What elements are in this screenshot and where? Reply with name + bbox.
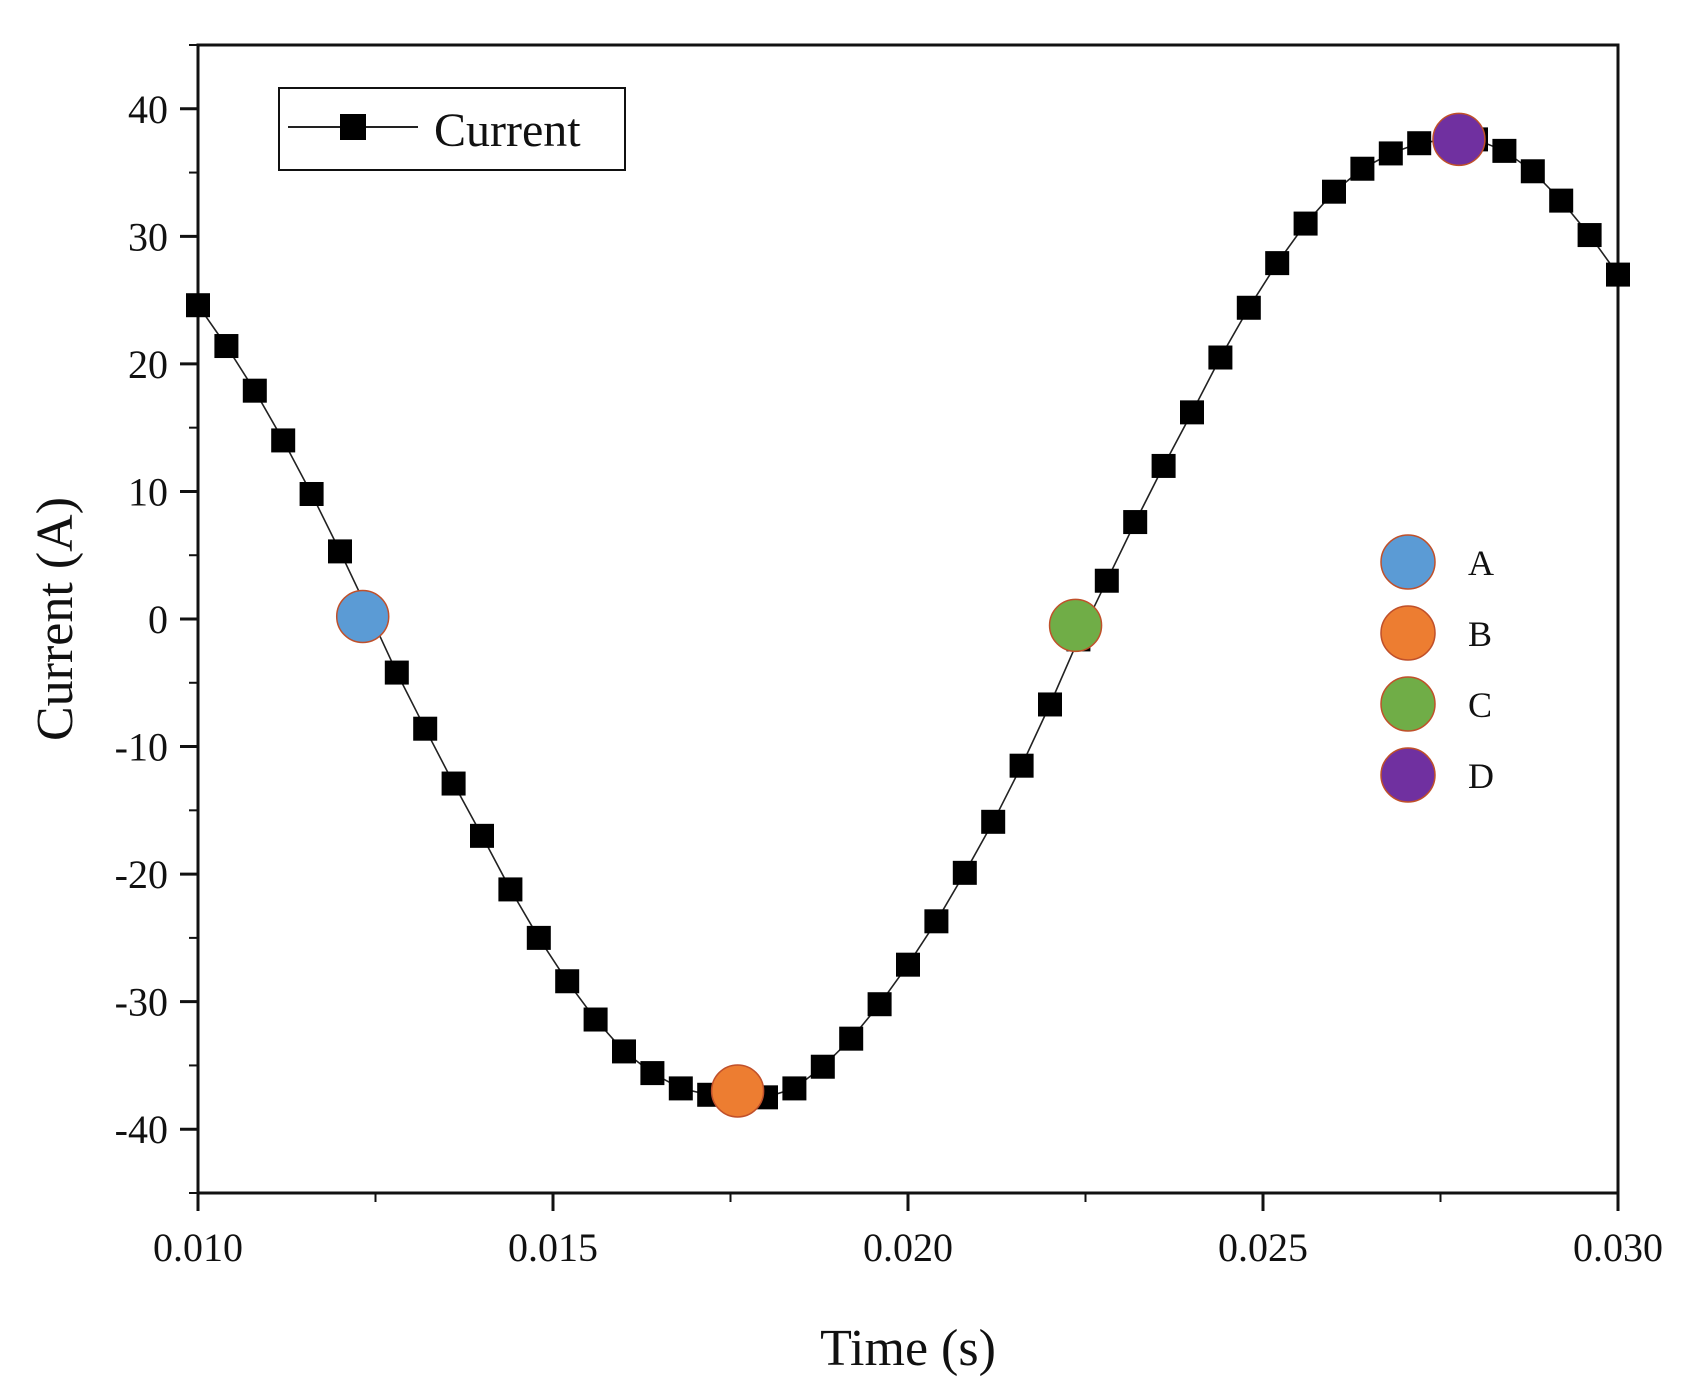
data-point [924,909,949,934]
marker-a [335,589,390,644]
data-point [1236,295,1261,320]
data-point [1350,156,1375,181]
y-tick-label: 40 [128,87,168,132]
data-point [498,877,523,902]
data-point [782,1076,807,1101]
y-tick-label: -10 [115,725,168,770]
data-point [214,334,239,359]
y-axis: 40 30 20 10 0 -10 -20 -30 -40 [115,44,198,1194]
marker-legend-dot-c [1380,676,1436,732]
data-point [952,860,977,885]
y-tick-label: 0 [148,597,168,642]
marker-legend-dot-d [1380,747,1436,803]
x-axis-title: Time (s) [820,1320,996,1377]
data-point [810,1054,835,1079]
data-point [441,771,466,796]
data-point [1520,159,1545,184]
data-point [1293,211,1318,236]
highlight-markers [335,112,1486,1118]
data-point [470,823,494,848]
data-point [867,992,892,1017]
data-point [612,1039,636,1064]
legend-square-marker [340,114,366,140]
y-tick-label: 20 [128,342,168,387]
marker-legend-label-d: D [1468,756,1494,796]
data-point [1123,510,1148,535]
data-point [1407,131,1432,156]
data-point [1322,179,1346,204]
marker-d [1432,112,1486,167]
x-tick-label: 0.010 [153,1225,243,1270]
marker-legend-label-b: B [1468,614,1492,654]
y-axis-title: Current (A) [27,497,84,741]
x-tick-label: 0.015 [508,1225,598,1270]
data-point [1208,345,1233,370]
marker-b [710,1064,765,1118]
data-point [1009,753,1034,778]
data-point [242,378,267,403]
x-tick-label: 0.025 [1218,1225,1308,1270]
data-point [328,539,352,564]
data-point [896,952,920,977]
x-tick-label: 0.020 [863,1225,953,1270]
data-point [1038,692,1062,717]
data-point [1094,568,1119,593]
data-point [384,660,409,685]
data-point [1549,188,1574,213]
marker-legend-label-a: A [1468,543,1494,583]
data-point [186,293,210,318]
marker-c [1048,598,1103,653]
marker-legend-label-c: C [1468,685,1492,725]
data-point [583,1007,608,1032]
y-tick-label: -40 [115,1107,168,1152]
data-point [981,809,1006,834]
data-point [839,1026,864,1051]
data-point [1265,251,1290,276]
y-tick-label: 10 [128,469,168,514]
marker-legend-dot-b [1380,605,1436,661]
legend-box [278,87,626,171]
x-tick-label: 0.030 [1573,1225,1663,1270]
data-point [299,481,324,506]
data-point [1180,400,1204,425]
marker-legend-dot-a [1380,534,1436,590]
data-point [526,925,551,950]
y-tick-label: 30 [128,214,168,259]
data-point [1492,138,1517,163]
data-point [1378,141,1403,166]
data-point [640,1061,665,1086]
data-point [271,428,296,453]
data-point [1577,223,1602,248]
legend-label-current: Current [434,104,581,157]
data-point [1151,453,1176,478]
data-point [1606,262,1630,287]
data-point [413,716,438,741]
data-point [668,1076,693,1101]
y-tick-label: -20 [115,852,168,897]
x-axis: 0.010 0.015 0.020 0.025 0.030 [153,1193,1663,1270]
series-legend: Current [278,87,626,171]
data-point [555,969,580,994]
y-tick-label: -30 [115,980,168,1025]
